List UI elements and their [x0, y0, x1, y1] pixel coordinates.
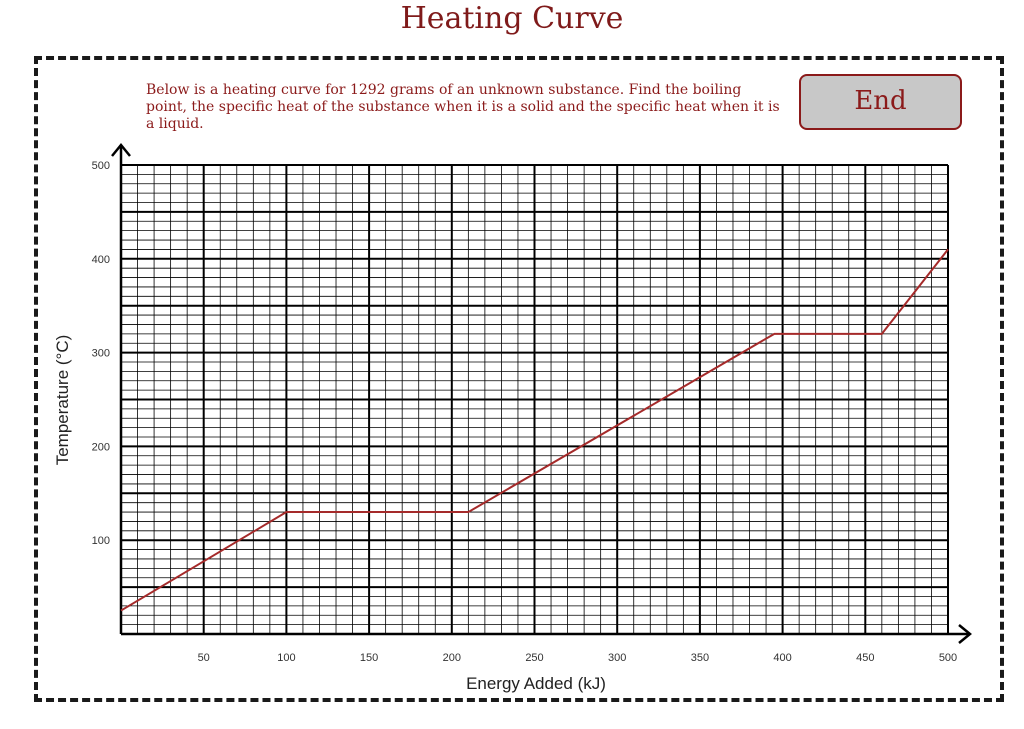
y-tick-label: 200 — [92, 441, 110, 453]
x-axis-arrow-icon — [958, 624, 972, 644]
y-axis-label: Temperature (°C) — [53, 335, 72, 466]
page-title: Heating Curve — [400, 1, 624, 36]
y-tick-label: 300 — [92, 348, 110, 360]
x-tick-label: 400 — [773, 652, 791, 664]
x-tick-label: 200 — [443, 652, 461, 664]
y-tick-label: 500 — [92, 160, 110, 172]
tick-labels: 50 100 150 200 250 300 350 400 450 500 100 200 300 40… — [92, 160, 958, 664]
x-tick-label: 100 — [277, 652, 295, 664]
data-series — [120, 248, 949, 612]
x-tick-label: 350 — [691, 652, 709, 664]
x-tick-label: 50 — [198, 652, 210, 664]
x-tick-label: 500 — [939, 652, 957, 664]
y-axis-arrow-icon — [111, 143, 131, 157]
major-grid — [121, 164, 949, 634]
y-tick-label: 100 — [92, 535, 110, 547]
x-tick-label: 450 — [856, 652, 874, 664]
x-axis-label: Energy Added (kJ) — [466, 674, 606, 693]
x-tick-label: 150 — [360, 652, 378, 664]
content-frame — [34, 56, 1004, 702]
x-tick-label: 250 — [525, 652, 543, 664]
chart-axes — [111, 143, 972, 644]
y-tick-label: 400 — [92, 254, 110, 266]
x-tick-label: 300 — [608, 652, 626, 664]
end-button[interactable]: End — [799, 74, 962, 130]
instructions-text: Below is a heating curve for 1292 grams … — [146, 82, 780, 132]
heating-curve-line — [120, 248, 949, 612]
